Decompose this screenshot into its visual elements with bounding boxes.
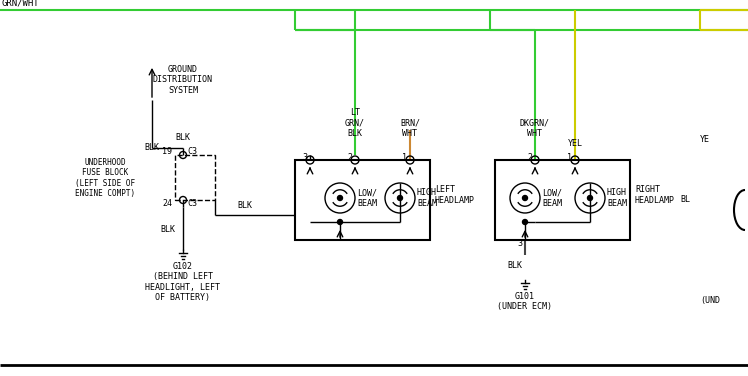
Circle shape	[523, 196, 527, 200]
Text: HIGH
BEAM: HIGH BEAM	[417, 188, 437, 208]
Text: LOW/
BEAM: LOW/ BEAM	[542, 188, 562, 208]
Text: 1: 1	[567, 153, 572, 162]
Text: 24: 24	[162, 199, 172, 208]
Text: G102
(BEHIND LEFT
HEADLIGHT, LEFT
OF BATTERY): G102 (BEHIND LEFT HEADLIGHT, LEFT OF BAT…	[146, 262, 221, 302]
Text: 3: 3	[302, 153, 307, 162]
Text: BRN/
WHT: BRN/ WHT	[400, 118, 420, 138]
Text: BL: BL	[680, 196, 690, 205]
Text: BLK: BLK	[161, 226, 176, 235]
Text: G101
(UNDER ECM): G101 (UNDER ECM)	[497, 292, 553, 311]
Circle shape	[523, 220, 527, 224]
Text: YEL: YEL	[568, 139, 583, 148]
Text: 2: 2	[527, 153, 532, 162]
Circle shape	[587, 196, 592, 200]
Circle shape	[397, 196, 402, 200]
Text: BLK: BLK	[238, 201, 253, 210]
Text: LT
GRN/
BLK: LT GRN/ BLK	[345, 108, 365, 138]
Text: C3: C3	[187, 199, 197, 208]
Text: C3: C3	[187, 147, 197, 156]
Text: 3: 3	[517, 238, 522, 247]
Text: 2: 2	[347, 153, 352, 162]
Text: BLK: BLK	[507, 261, 523, 270]
Circle shape	[337, 196, 343, 200]
Bar	[495, 160, 630, 240]
Text: 1: 1	[402, 153, 407, 162]
Text: HIGH
BEAM: HIGH BEAM	[607, 188, 627, 208]
Text: (UND: (UND	[700, 296, 720, 305]
Text: LEFT
HEADLAMP: LEFT HEADLAMP	[435, 185, 475, 205]
Text: GRN/WHT: GRN/WHT	[2, 0, 40, 8]
Text: LOW/
BEAM: LOW/ BEAM	[357, 188, 377, 208]
Text: 19: 19	[162, 147, 172, 156]
Text: UNDERHOOD
FUSE BLOCK
(LEFT SIDE OF
ENGINE COMPT): UNDERHOOD FUSE BLOCK (LEFT SIDE OF ENGIN…	[75, 158, 135, 198]
Text: YE: YE	[700, 135, 710, 144]
Text: GROUND
DISTRIBUTION
SYSTEM: GROUND DISTRIBUTION SYSTEM	[153, 65, 213, 95]
Bar	[175, 155, 215, 200]
Circle shape	[337, 220, 343, 224]
Text: BLK: BLK	[176, 133, 191, 142]
Text: DKGRN/
WHT: DKGRN/ WHT	[520, 118, 550, 138]
Bar	[295, 160, 430, 240]
Text: BLK: BLK	[144, 144, 159, 153]
Text: RIGHT
HEADLAMP: RIGHT HEADLAMP	[635, 185, 675, 205]
